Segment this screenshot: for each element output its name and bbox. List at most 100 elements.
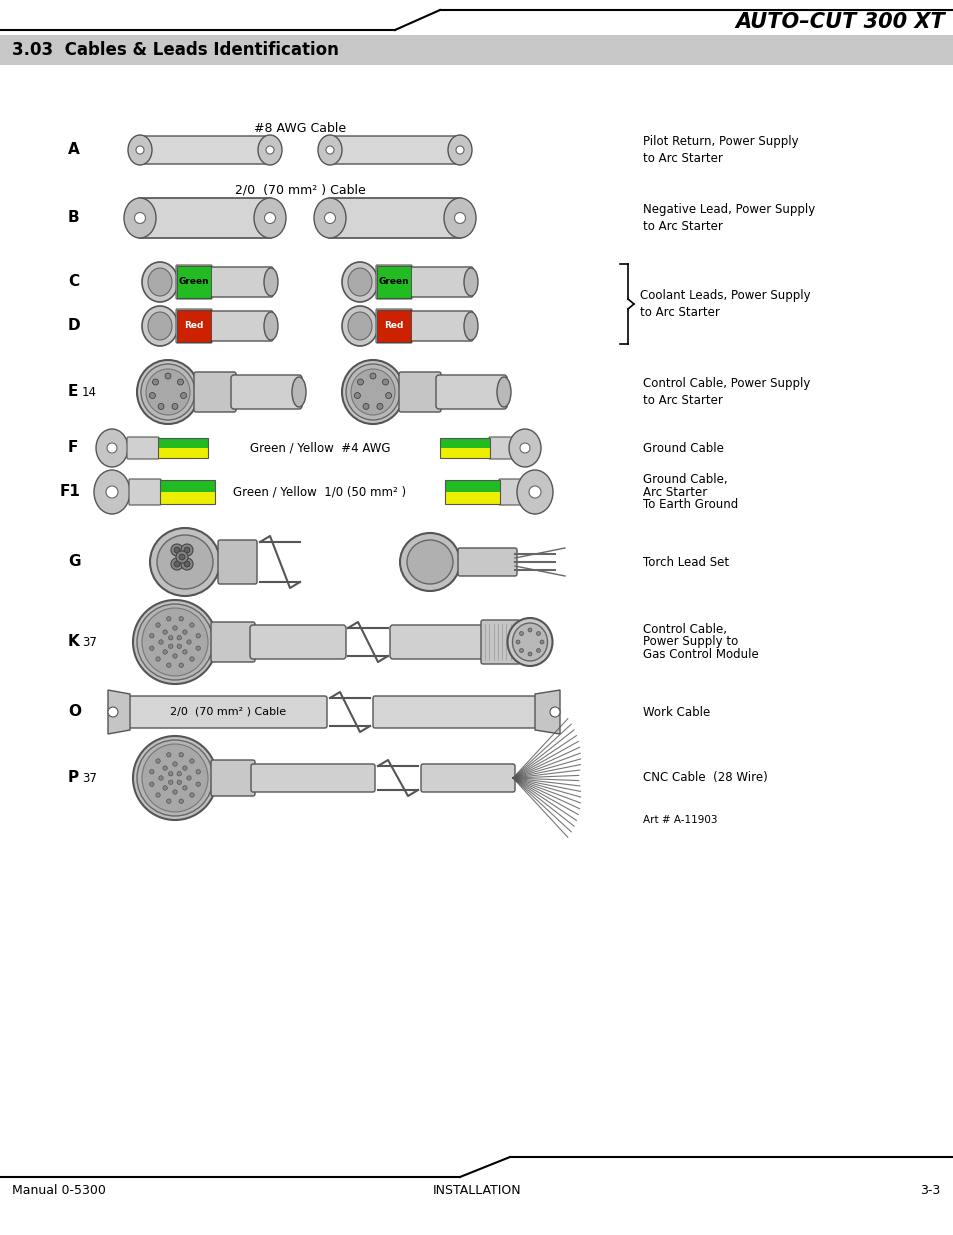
- Text: INSTALLATION: INSTALLATION: [433, 1184, 520, 1198]
- Text: to Arc Starter: to Arc Starter: [642, 220, 722, 232]
- Ellipse shape: [512, 622, 547, 661]
- Ellipse shape: [132, 600, 216, 684]
- Text: Negative Lead, Power Supply: Negative Lead, Power Supply: [642, 204, 815, 216]
- Text: D: D: [68, 319, 81, 333]
- Circle shape: [516, 640, 519, 643]
- Circle shape: [195, 634, 200, 638]
- Bar: [177, 266, 211, 298]
- Circle shape: [169, 781, 172, 784]
- Text: G: G: [68, 555, 80, 569]
- Ellipse shape: [317, 135, 341, 165]
- Circle shape: [167, 752, 171, 757]
- Ellipse shape: [351, 369, 395, 415]
- Text: Work Cable: Work Cable: [642, 705, 709, 719]
- Circle shape: [266, 146, 274, 154]
- Text: Green / Yellow  1/0 (50 mm² ): Green / Yellow 1/0 (50 mm² ): [233, 485, 406, 499]
- Circle shape: [158, 776, 163, 781]
- Ellipse shape: [146, 369, 190, 415]
- Circle shape: [169, 643, 172, 648]
- Circle shape: [179, 555, 185, 559]
- Circle shape: [354, 393, 360, 399]
- Circle shape: [163, 766, 167, 771]
- Text: Control Cable,: Control Cable,: [642, 624, 726, 636]
- FancyBboxPatch shape: [489, 437, 520, 459]
- Circle shape: [264, 212, 275, 224]
- FancyBboxPatch shape: [420, 764, 515, 792]
- FancyBboxPatch shape: [129, 479, 161, 505]
- Bar: [160, 480, 214, 492]
- Text: C: C: [68, 274, 79, 289]
- Circle shape: [324, 212, 335, 224]
- Circle shape: [169, 636, 172, 640]
- Text: O: O: [68, 704, 81, 720]
- Circle shape: [527, 652, 532, 656]
- Text: 14: 14: [82, 385, 97, 399]
- Circle shape: [150, 769, 153, 774]
- Circle shape: [195, 782, 200, 787]
- Text: 3.03  Cables & Leads Identification: 3.03 Cables & Leads Identification: [12, 41, 338, 59]
- FancyBboxPatch shape: [398, 372, 440, 412]
- Ellipse shape: [517, 471, 553, 514]
- Circle shape: [158, 640, 163, 645]
- Circle shape: [177, 643, 181, 648]
- FancyBboxPatch shape: [480, 620, 519, 664]
- Text: Red: Red: [384, 321, 403, 331]
- Circle shape: [382, 379, 388, 385]
- Circle shape: [550, 706, 559, 718]
- Circle shape: [179, 616, 183, 621]
- Circle shape: [152, 379, 158, 385]
- Circle shape: [385, 393, 391, 399]
- Ellipse shape: [257, 135, 282, 165]
- Text: Green: Green: [178, 278, 209, 287]
- FancyBboxPatch shape: [209, 311, 273, 341]
- Circle shape: [183, 630, 187, 635]
- Ellipse shape: [142, 608, 208, 676]
- Circle shape: [183, 785, 187, 790]
- FancyBboxPatch shape: [137, 198, 273, 238]
- Ellipse shape: [507, 618, 552, 666]
- Circle shape: [184, 547, 190, 553]
- Circle shape: [190, 758, 194, 763]
- Circle shape: [539, 640, 543, 643]
- Ellipse shape: [463, 268, 477, 296]
- Bar: [177, 310, 211, 342]
- Circle shape: [363, 404, 369, 410]
- Circle shape: [167, 616, 171, 621]
- Ellipse shape: [141, 364, 194, 420]
- Circle shape: [150, 393, 155, 399]
- Circle shape: [179, 752, 183, 757]
- Circle shape: [187, 776, 191, 781]
- Circle shape: [190, 622, 194, 627]
- Circle shape: [519, 443, 530, 453]
- Ellipse shape: [407, 540, 453, 584]
- Circle shape: [172, 404, 178, 410]
- Circle shape: [180, 393, 187, 399]
- Circle shape: [183, 766, 187, 771]
- Circle shape: [107, 443, 117, 453]
- Circle shape: [155, 793, 160, 797]
- Bar: [439, 438, 490, 458]
- Circle shape: [177, 636, 181, 640]
- Circle shape: [519, 648, 523, 652]
- Text: Manual 0-5300: Manual 0-5300: [12, 1184, 106, 1198]
- FancyBboxPatch shape: [251, 764, 375, 792]
- Ellipse shape: [132, 736, 216, 820]
- Text: to Arc Starter: to Arc Starter: [642, 394, 722, 406]
- Circle shape: [195, 769, 200, 774]
- Ellipse shape: [463, 312, 477, 340]
- Text: Ground Cable,: Ground Cable,: [642, 473, 727, 487]
- Bar: [160, 480, 214, 504]
- Ellipse shape: [150, 529, 220, 597]
- FancyBboxPatch shape: [390, 625, 485, 659]
- Circle shape: [155, 622, 160, 627]
- Text: Coolant Leads, Power Supply: Coolant Leads, Power Supply: [639, 289, 810, 303]
- Bar: [439, 448, 490, 458]
- Circle shape: [183, 650, 187, 655]
- Ellipse shape: [443, 198, 476, 238]
- Circle shape: [167, 663, 171, 667]
- Circle shape: [326, 146, 334, 154]
- Text: 2/0  (70 mm² ) Cable: 2/0 (70 mm² ) Cable: [234, 184, 365, 196]
- Ellipse shape: [341, 262, 377, 303]
- Polygon shape: [535, 690, 559, 734]
- Circle shape: [167, 799, 171, 804]
